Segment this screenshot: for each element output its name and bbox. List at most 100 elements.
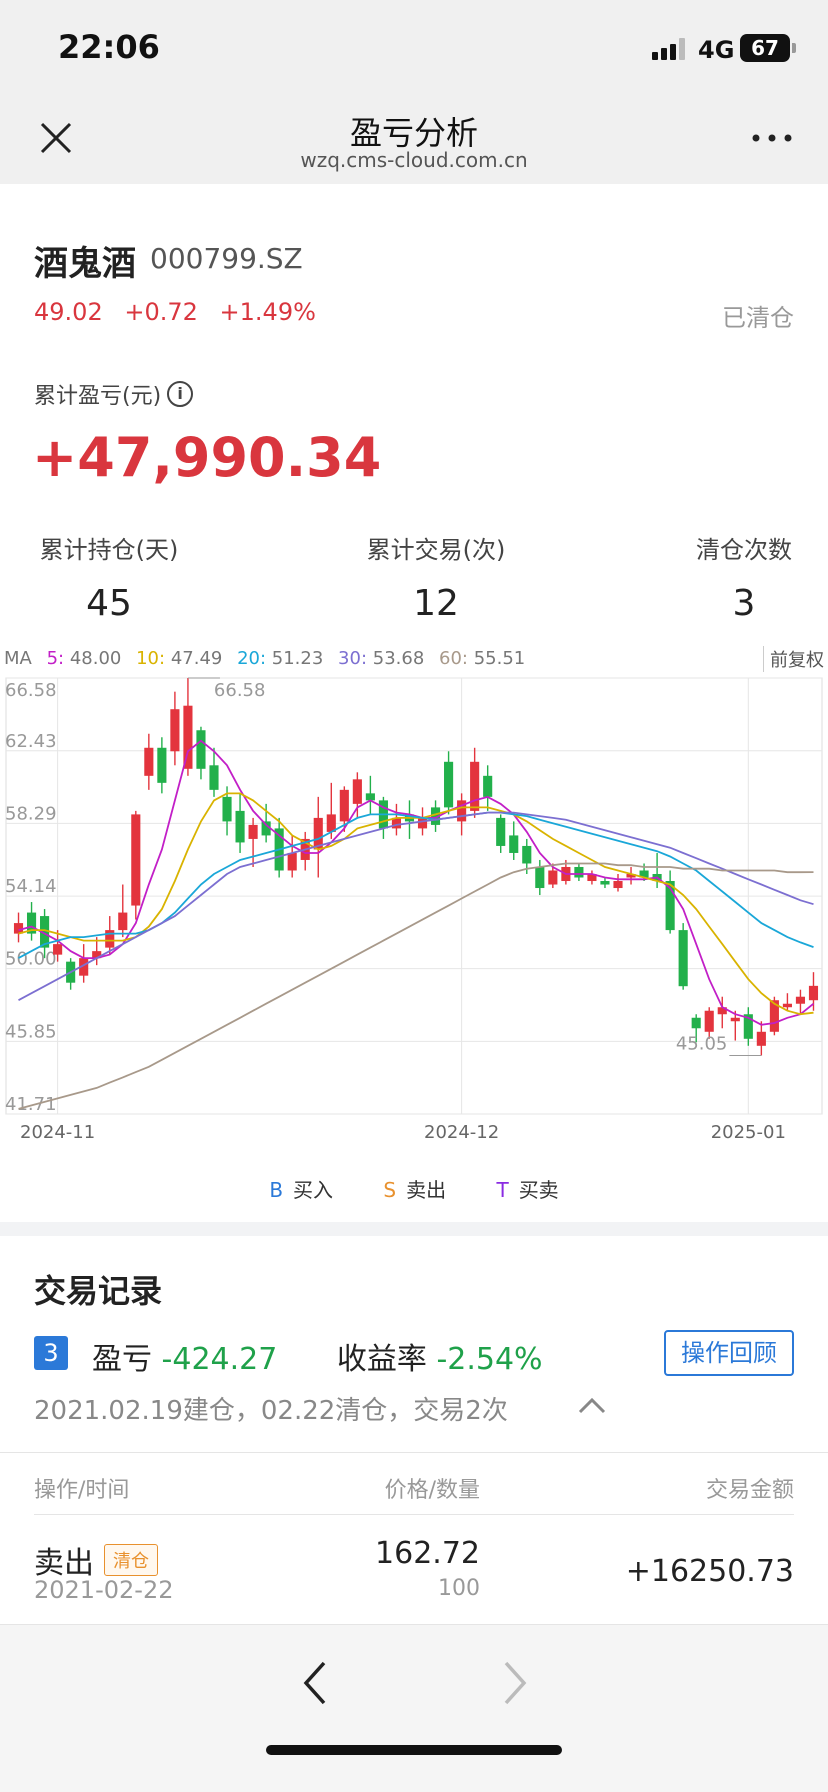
status-time: 22:06 bbox=[58, 28, 160, 66]
candle-body bbox=[40, 916, 50, 948]
forward-icon[interactable] bbox=[498, 1653, 534, 1713]
more-icon[interactable] bbox=[748, 126, 796, 150]
candle-body bbox=[183, 705, 193, 769]
candle-body bbox=[170, 709, 180, 752]
bottom-toolbar bbox=[0, 1624, 828, 1792]
candle-body bbox=[157, 747, 167, 783]
trade-qty: 100 bbox=[438, 1576, 480, 1601]
stock-change: +0.72 bbox=[124, 298, 198, 326]
candle-body bbox=[587, 873, 597, 882]
back-icon[interactable] bbox=[296, 1653, 332, 1713]
info-icon[interactable]: i bbox=[167, 381, 194, 407]
candle-body bbox=[704, 1010, 714, 1032]
candle-body bbox=[795, 996, 806, 1004]
pnl-label: 累计盈亏(元) i bbox=[34, 378, 194, 410]
network-label: 4G bbox=[698, 36, 735, 64]
candle-body bbox=[639, 870, 649, 878]
stat-clear-count: 清仓次数 3 bbox=[694, 530, 794, 624]
divider bbox=[0, 1452, 828, 1453]
stat-label: 累计持仓(天) bbox=[39, 536, 179, 564]
trade-action: 卖出 清仓 bbox=[34, 1538, 158, 1582]
candle-body bbox=[26, 912, 37, 934]
page-title: 盈亏分析 bbox=[349, 114, 478, 152]
candle-body bbox=[678, 930, 688, 987]
trade-price: 162.72 bbox=[375, 1536, 480, 1571]
ma-20: 20: 51.23 bbox=[237, 648, 324, 669]
ma-10: 10: 47.49 bbox=[136, 648, 223, 669]
y-tick-label: 58.29 bbox=[5, 803, 57, 824]
kline-chart[interactable]: 66.58 62.43 58.29 54.14 50.00 45.85 41.71 2024-… bbox=[0, 674, 828, 1144]
candle-body bbox=[287, 852, 297, 871]
header-price: 价格/数量 bbox=[384, 1478, 480, 1503]
divider bbox=[34, 1514, 794, 1515]
candle-body bbox=[769, 1000, 779, 1032]
stat-label: 清仓次数 bbox=[696, 536, 792, 564]
trade-amount: +16250.73 bbox=[625, 1554, 794, 1589]
ma-60: 60: 55.51 bbox=[439, 648, 526, 669]
candle-body bbox=[535, 866, 545, 889]
candle-body bbox=[261, 821, 271, 836]
x-tick-label: 2024-12 bbox=[424, 1122, 499, 1143]
header-amount: 交易金额 bbox=[705, 1478, 794, 1503]
candle-body bbox=[131, 814, 141, 906]
stock-code: 000799.SZ bbox=[150, 242, 303, 275]
battery-icon: 67 bbox=[740, 34, 790, 62]
stat-value: 12 bbox=[413, 583, 459, 624]
ma-prefix: MA bbox=[4, 648, 32, 669]
candle-body bbox=[808, 985, 819, 1001]
candle-body bbox=[339, 789, 349, 822]
candle-body bbox=[209, 765, 219, 790]
legend-both: T 买卖 bbox=[496, 1178, 559, 1202]
candle-body bbox=[626, 873, 636, 878]
stat-trade-count: 累计交易(次) 12 bbox=[364, 530, 508, 624]
nav-bar: 盈亏分析 wzq.cms-cloud.com.cn bbox=[0, 96, 828, 184]
chevron-up-icon[interactable] bbox=[576, 1394, 608, 1416]
section-divider bbox=[0, 1222, 828, 1236]
stat-holding-days: 累计持仓(天) 45 bbox=[34, 530, 184, 624]
candle-body bbox=[717, 1007, 727, 1015]
clear-tag: 清仓 bbox=[104, 1544, 158, 1576]
candle-body bbox=[326, 814, 336, 832]
stock-name: 酒鬼酒 bbox=[34, 244, 136, 284]
candle-body bbox=[600, 881, 610, 885]
candle-body bbox=[92, 951, 102, 959]
y-tick-label: 62.43 bbox=[5, 731, 57, 752]
candle-body bbox=[391, 817, 402, 829]
candle-body bbox=[53, 944, 63, 955]
page-url: wzq.cms-cloud.com.cn bbox=[300, 148, 528, 172]
candle-body bbox=[365, 793, 375, 801]
record-pnl-value: -424.27 bbox=[161, 1342, 278, 1377]
stat-label: 累计交易(次) bbox=[366, 536, 506, 564]
record-pnl-label: 盈亏 bbox=[92, 1342, 152, 1377]
y-tick-label: 66.58 bbox=[5, 680, 57, 701]
candle-body bbox=[313, 817, 323, 850]
candle-body bbox=[613, 881, 623, 889]
candle-body bbox=[79, 958, 89, 976]
ma-30: 30: 53.68 bbox=[338, 648, 425, 669]
candle-body bbox=[509, 835, 519, 853]
candle-body bbox=[470, 761, 480, 811]
review-button[interactable]: 操作回顾 bbox=[664, 1330, 794, 1376]
candle-body bbox=[756, 1031, 766, 1046]
candle-body bbox=[13, 923, 24, 934]
stat-value: 45 bbox=[86, 583, 132, 624]
adjust-toggle[interactable]: 前复权 bbox=[763, 646, 824, 672]
record-index-badge: 3 bbox=[34, 1336, 68, 1370]
candle-body bbox=[691, 1017, 701, 1029]
status-bar: 22:06 4G 67 bbox=[0, 0, 828, 96]
record-yield-value: -2.54% bbox=[436, 1342, 543, 1377]
candle-body bbox=[196, 730, 206, 769]
candle-body bbox=[118, 912, 128, 931]
candle-body bbox=[222, 796, 232, 822]
candle-body bbox=[522, 845, 532, 864]
high-label: 66.58 bbox=[214, 680, 266, 701]
record-meta: 2021.02.19建仓，02.22清仓，交易2次 bbox=[34, 1396, 508, 1426]
ma-line-30 bbox=[18, 811, 814, 1001]
close-icon[interactable] bbox=[36, 118, 76, 158]
price-line: 49.02 +0.72 +1.49% bbox=[34, 298, 330, 326]
battery-cap bbox=[792, 43, 796, 53]
candle-body bbox=[235, 810, 245, 843]
y-tick-label: 45.85 bbox=[5, 1021, 57, 1042]
position-status: 已清仓 bbox=[722, 304, 794, 332]
legend-sell: S 卖出 bbox=[383, 1178, 447, 1202]
